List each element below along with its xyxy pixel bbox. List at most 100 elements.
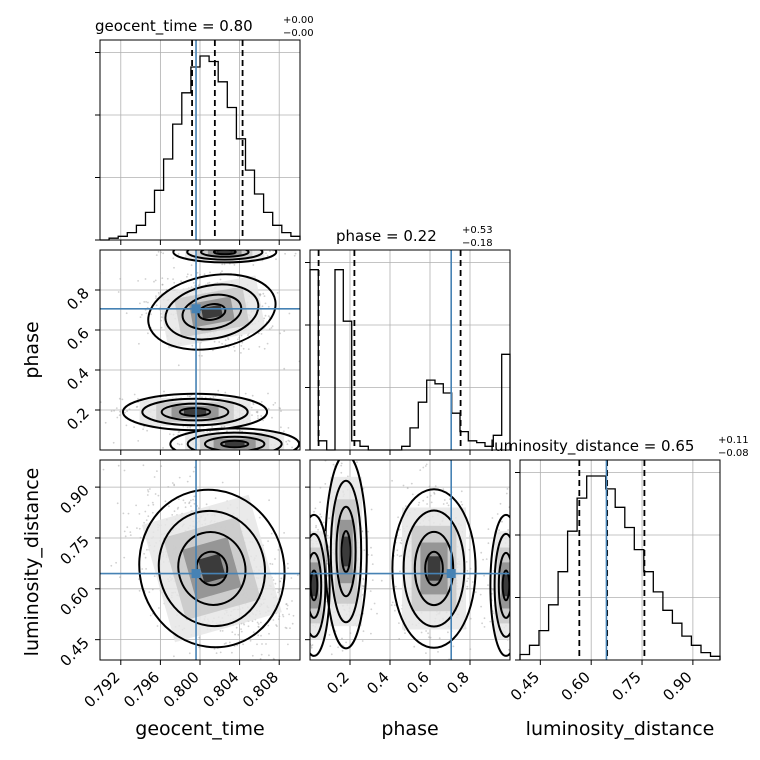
sample-point — [223, 425, 226, 428]
truth-marker — [446, 569, 456, 579]
sample-point — [223, 643, 226, 645]
sample-point — [229, 244, 231, 246]
sample-point — [141, 313, 143, 316]
sample-point — [304, 591, 306, 593]
sample-point — [307, 555, 309, 557]
sample-point — [449, 498, 451, 501]
sample-point — [311, 669, 313, 671]
sample-point — [178, 476, 181, 479]
sample-point — [220, 425, 223, 428]
sample-point — [410, 482, 413, 485]
sample-point — [287, 643, 289, 646]
sample-point — [268, 654, 270, 657]
sample-point — [129, 534, 132, 536]
sample-point — [147, 301, 149, 304]
sample-point — [173, 484, 176, 487]
sample-point — [231, 246, 233, 248]
sample-point — [396, 549, 399, 552]
title-geocent-time-sub: −0.00 — [283, 28, 314, 39]
sample-point — [380, 579, 383, 582]
sample-point — [146, 494, 149, 496]
sample-point — [318, 452, 320, 454]
sample-point — [182, 499, 185, 502]
sample-point — [260, 333, 263, 335]
sample-point — [190, 264, 193, 267]
sample-point — [151, 501, 154, 504]
sample-point — [514, 610, 516, 612]
sample-point — [257, 417, 259, 420]
sample-point — [125, 312, 128, 315]
sample-point — [219, 468, 221, 470]
sample-point — [302, 617, 304, 619]
sample-point — [219, 248, 221, 250]
sample-point — [256, 621, 259, 624]
sample-point — [286, 604, 289, 607]
sample-point — [297, 645, 299, 647]
sample-point — [260, 634, 262, 637]
sample-point — [505, 492, 508, 495]
sample-point — [480, 605, 482, 608]
sample-point — [287, 567, 289, 570]
sample-point — [271, 325, 274, 328]
sample-point — [104, 421, 107, 424]
sample-point — [362, 630, 365, 633]
sample-point — [362, 585, 365, 588]
sample-point — [511, 569, 513, 571]
sample-point — [91, 562, 93, 564]
panel-density — [297, 456, 527, 671]
ytick-label: 0.2 — [63, 404, 93, 434]
sample-point — [297, 556, 299, 558]
sample-point — [180, 443, 183, 446]
sample-point — [190, 505, 192, 507]
sample-point — [173, 510, 176, 513]
sample-point — [515, 594, 517, 596]
sample-point — [315, 524, 317, 527]
sample-point — [227, 247, 229, 249]
sample-point — [157, 250, 160, 253]
sample-point — [489, 620, 492, 623]
sample-point — [452, 645, 455, 648]
sample-point — [291, 622, 294, 625]
sample-point — [267, 407, 270, 410]
sample-point — [142, 428, 145, 431]
histogram-geocent_time — [100, 55, 301, 241]
sample-point — [115, 561, 117, 564]
sample-point — [406, 661, 408, 663]
sample-point — [138, 342, 140, 345]
sample-point — [136, 405, 139, 408]
sample-point — [147, 490, 150, 493]
sample-point — [210, 244, 212, 246]
sample-point — [116, 416, 119, 419]
sample-point — [429, 636, 432, 639]
sample-point — [308, 615, 310, 617]
sample-point — [259, 658, 262, 660]
sample-point — [192, 247, 194, 249]
sample-point — [399, 570, 401, 573]
sample-point — [460, 501, 463, 503]
sample-point — [271, 416, 273, 419]
sample-point — [266, 342, 269, 345]
sample-point — [238, 336, 241, 339]
sample-point — [148, 591, 151, 593]
sample-point — [195, 247, 197, 249]
sample-point — [163, 390, 165, 393]
sample-point — [272, 579, 275, 581]
sample-point — [356, 456, 358, 458]
sample-point — [213, 237, 215, 239]
sample-point — [267, 624, 270, 627]
sample-point — [511, 610, 513, 612]
sample-point — [286, 607, 288, 610]
sample-point — [261, 643, 263, 645]
sample-point — [418, 501, 421, 504]
sample-point — [230, 247, 232, 249]
xtick-label: 0.2 — [323, 668, 353, 698]
sample-point — [362, 578, 365, 581]
sample-point — [525, 593, 527, 595]
contour-line — [169, 427, 300, 450]
sample-point — [402, 484, 405, 487]
sample-point — [164, 500, 167, 503]
sample-point — [143, 457, 145, 459]
sample-point — [292, 614, 295, 617]
sample-point — [138, 527, 141, 530]
sample-point — [287, 439, 290, 442]
